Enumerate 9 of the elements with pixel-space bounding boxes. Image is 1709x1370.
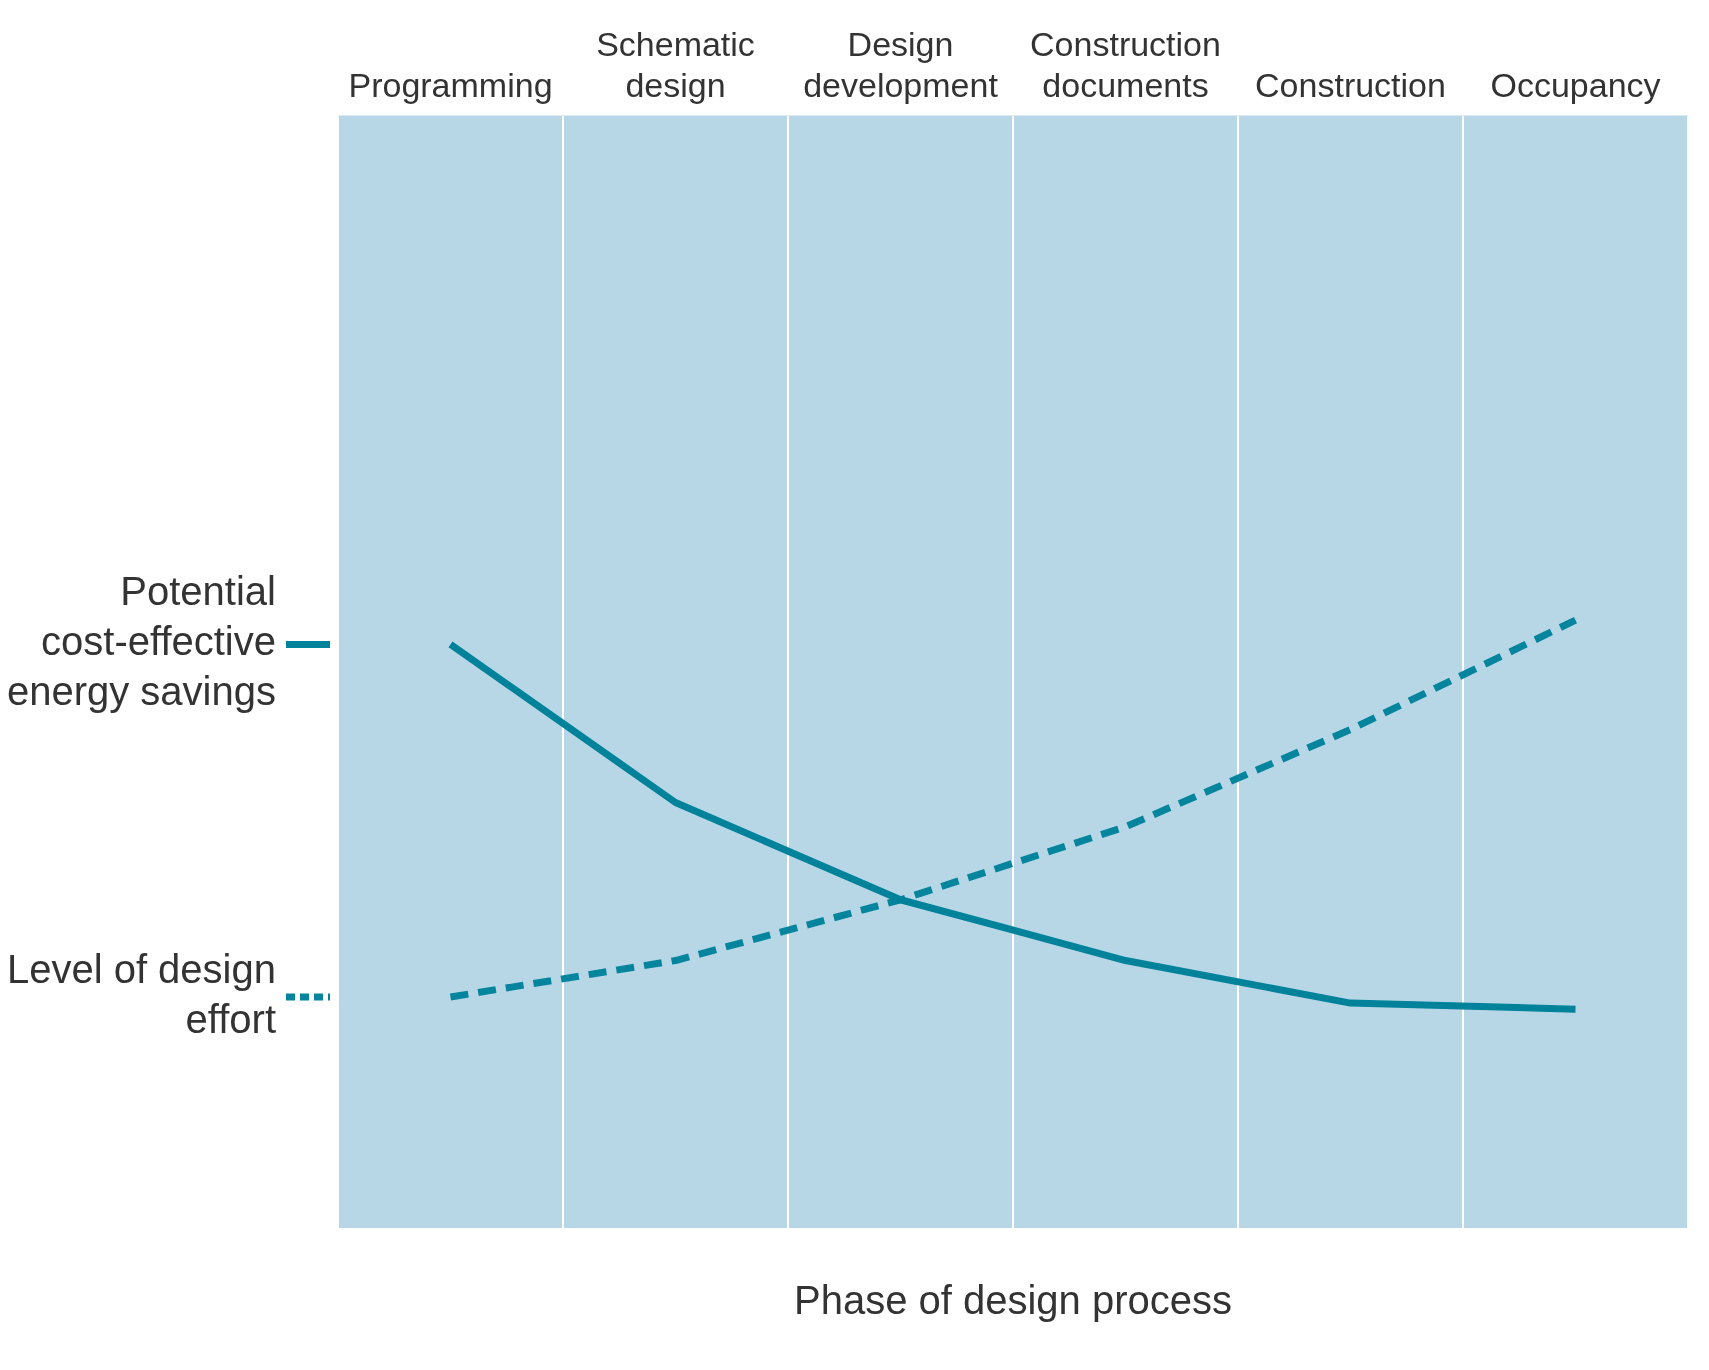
legend-label: Potential cost-effective energy savings [6,569,276,714]
x-tick-label: Programming [348,65,553,104]
x-tick-label: Construction [1255,65,1446,104]
x-tick-label: Construction documents [1030,24,1221,104]
x-tick-label: Design development [803,24,999,104]
x-tick-label: Schematic design [596,24,755,104]
legend-label: Level of design effort [6,947,276,1042]
text: Phase of design process [793,1278,1233,1323]
x-tick-label: Occupancy [1490,65,1661,104]
